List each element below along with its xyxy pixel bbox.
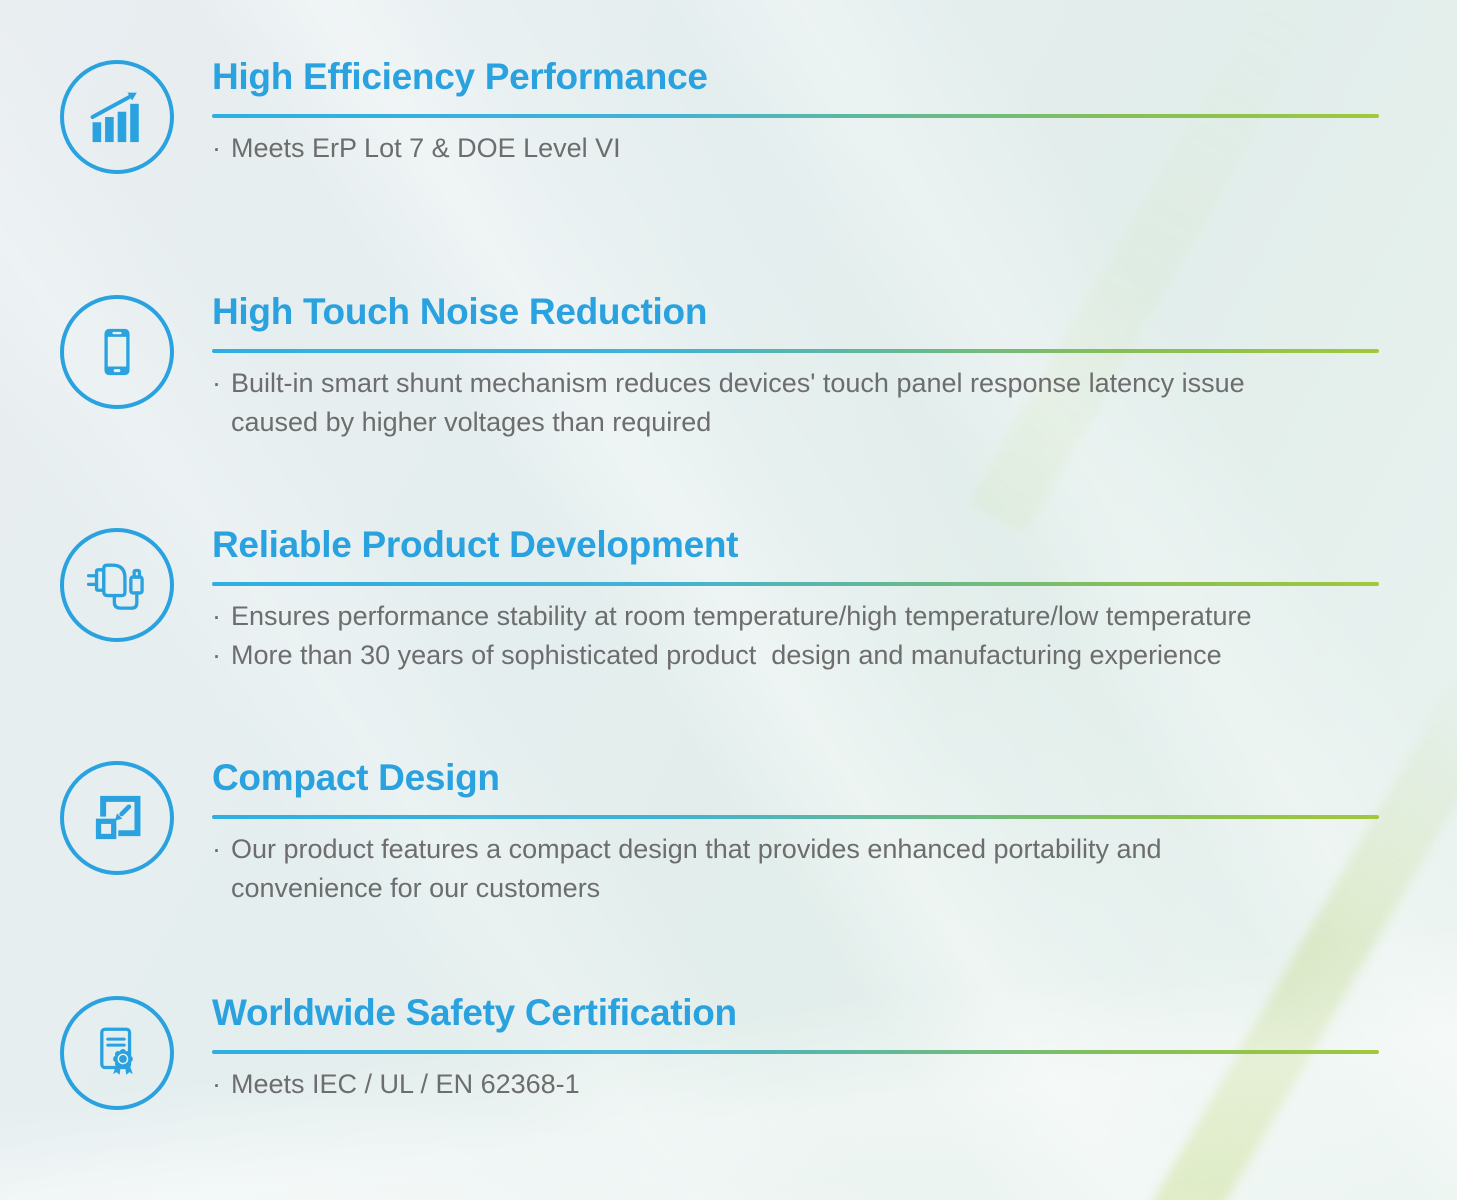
feature-bullets: · Built-in smart shunt mechanism reduces … bbox=[212, 364, 1379, 442]
bullet-line: · Ensures performance stability at room t… bbox=[212, 597, 1379, 636]
feature-title: High Efficiency Performance bbox=[212, 56, 708, 97]
bullet-line: · More than 30 years of sophisticated pro… bbox=[212, 636, 1379, 675]
bullet-text: Meets IEC / UL / EN 62368-1 bbox=[231, 1069, 580, 1099]
bullet-text: Our product features a compact design th… bbox=[231, 834, 1162, 864]
section-underline bbox=[212, 1050, 1379, 1054]
section-underline bbox=[212, 582, 1379, 586]
feature-bullets: · Meets IEC / UL / EN 62368-1 bbox=[212, 1065, 1379, 1104]
bullet-text: More than 30 years of sophisticated prod… bbox=[231, 640, 1222, 670]
certificate-icon bbox=[60, 996, 174, 1110]
bullet-line: · Meets ErP Lot 7 & DOE Level VI bbox=[212, 129, 1379, 168]
bullet-dot: · bbox=[212, 368, 221, 398]
bullet-dot: · bbox=[212, 133, 221, 163]
feature-bullets: · Our product features a compact design t… bbox=[212, 830, 1379, 908]
bullet-line: · Meets IEC / UL / EN 62368-1 bbox=[212, 1065, 1379, 1104]
bullet-dot: · bbox=[212, 601, 221, 631]
feature-title: Compact Design bbox=[212, 757, 500, 798]
feature-title: Worldwide Safety Certification bbox=[212, 992, 737, 1033]
green-diagonal-band bbox=[1071, 666, 1457, 1200]
power-adapter-icon bbox=[60, 528, 174, 642]
feature-bullets: · Ensures performance stability at room t… bbox=[212, 597, 1379, 675]
bullet-text: convenience for our customers bbox=[231, 873, 601, 903]
bullet-text: Ensures performance stability at room te… bbox=[231, 601, 1252, 631]
section-underline bbox=[212, 114, 1379, 118]
compact-resize-icon bbox=[60, 761, 174, 875]
growth-chart-icon bbox=[60, 60, 174, 174]
bullet-line-continuation: convenience for our customers bbox=[212, 869, 1379, 908]
feature-bullets: · Meets ErP Lot 7 & DOE Level VI bbox=[212, 129, 1379, 168]
section-underline bbox=[212, 349, 1379, 353]
bullet-line: · Our product features a compact design t… bbox=[212, 830, 1379, 869]
smartphone-icon bbox=[60, 295, 174, 409]
bullet-text: caused by higher voltages than required bbox=[231, 407, 712, 437]
bullet-line: · Built-in smart shunt mechanism reduces … bbox=[212, 364, 1379, 403]
bullet-dot: · bbox=[212, 1069, 221, 1099]
bullet-line-continuation: caused by higher voltages than required bbox=[212, 403, 1379, 442]
section-underline bbox=[212, 815, 1379, 819]
feature-title: High Touch Noise Reduction bbox=[212, 291, 708, 332]
bullet-dot: · bbox=[212, 640, 221, 670]
bullet-dot: · bbox=[212, 834, 221, 864]
bullet-text: Built-in smart shunt mechanism reduces d… bbox=[231, 368, 1245, 398]
bullet-text: Meets ErP Lot 7 & DOE Level VI bbox=[231, 133, 621, 163]
feature-title: Reliable Product Development bbox=[212, 524, 739, 565]
